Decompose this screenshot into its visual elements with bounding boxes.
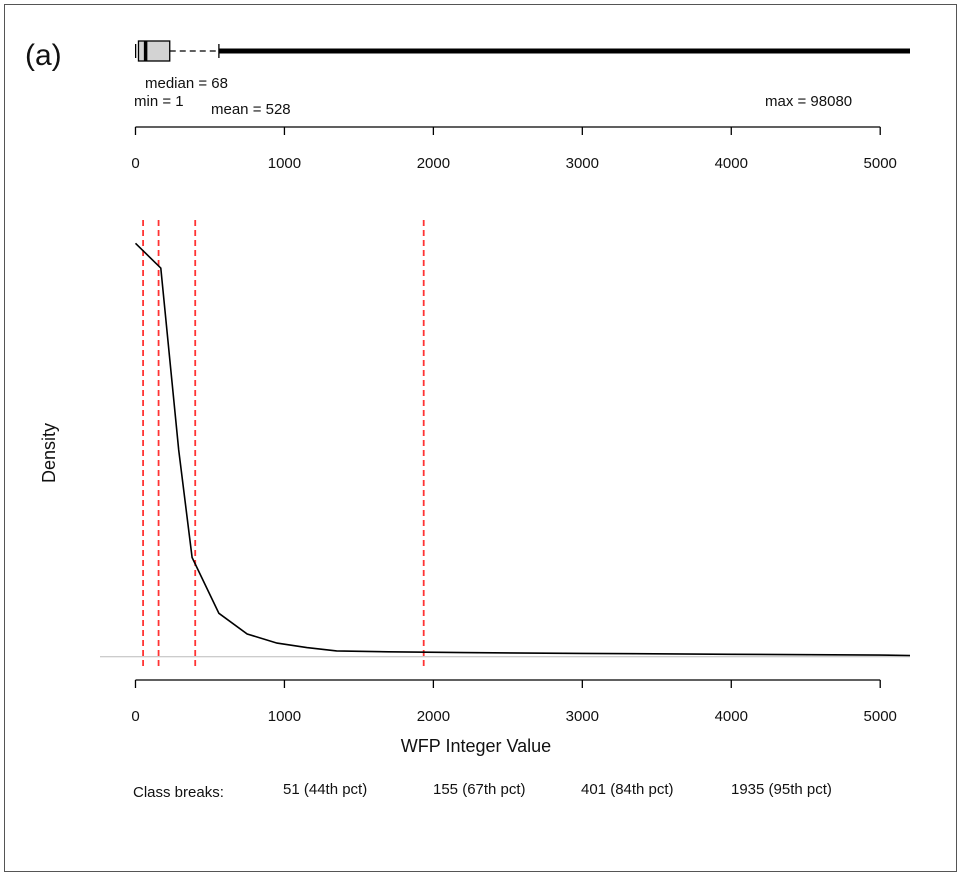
top-x-tick-label: 2000 <box>417 155 450 172</box>
figure-frame: (a) median = 68 min = 1 mean = 528 max =… <box>4 4 957 872</box>
figure-canvas: (a) median = 68 min = 1 mean = 528 max =… <box>25 39 911 801</box>
mean-label: mean = 528 <box>211 101 291 118</box>
top-x-tick-label: 4000 <box>715 155 748 172</box>
top-x-axis: 0 1000 2000 3000 4000 5000 <box>131 126 897 172</box>
max-label: max = 98080 <box>765 93 852 110</box>
boxplot <box>134 40 910 62</box>
bottom-x-tick-label: 0 <box>131 708 139 725</box>
bottom-x-tick-label: 1000 <box>268 708 301 725</box>
min-label: min = 1 <box>134 93 184 110</box>
class-break-1: 51 (44th pct) <box>283 781 367 798</box>
top-x-tick-label: 5000 <box>864 155 897 172</box>
class-break-4: 1935 (95th pct) <box>731 781 832 798</box>
top-x-tick-label: 3000 <box>566 155 599 172</box>
density-curve <box>134 242 911 657</box>
bottom-x-tick-label: 4000 <box>715 708 748 725</box>
panel-label: (a) <box>25 39 62 72</box>
top-x-tick-label: 1000 <box>268 155 301 172</box>
class-breaks-label: Class breaks: <box>133 784 224 801</box>
density-plot <box>100 220 911 670</box>
bottom-x-tick-label: 2000 <box>417 708 450 725</box>
bottom-x-tick-label: 5000 <box>864 708 897 725</box>
x-axis-title: WFP Integer Value <box>401 736 551 756</box>
bottom-x-tick-label: 3000 <box>566 708 599 725</box>
boxplot-box <box>137 40 171 62</box>
y-axis-title: Density <box>39 423 59 483</box>
class-break-3: 401 (84th pct) <box>581 781 674 798</box>
median-label: median = 68 <box>145 75 228 92</box>
class-break-2: 155 (67th pct) <box>433 781 526 798</box>
top-x-tick-label: 0 <box>131 155 139 172</box>
bottom-x-axis: 0 1000 2000 3000 4000 5000 <box>131 679 897 725</box>
